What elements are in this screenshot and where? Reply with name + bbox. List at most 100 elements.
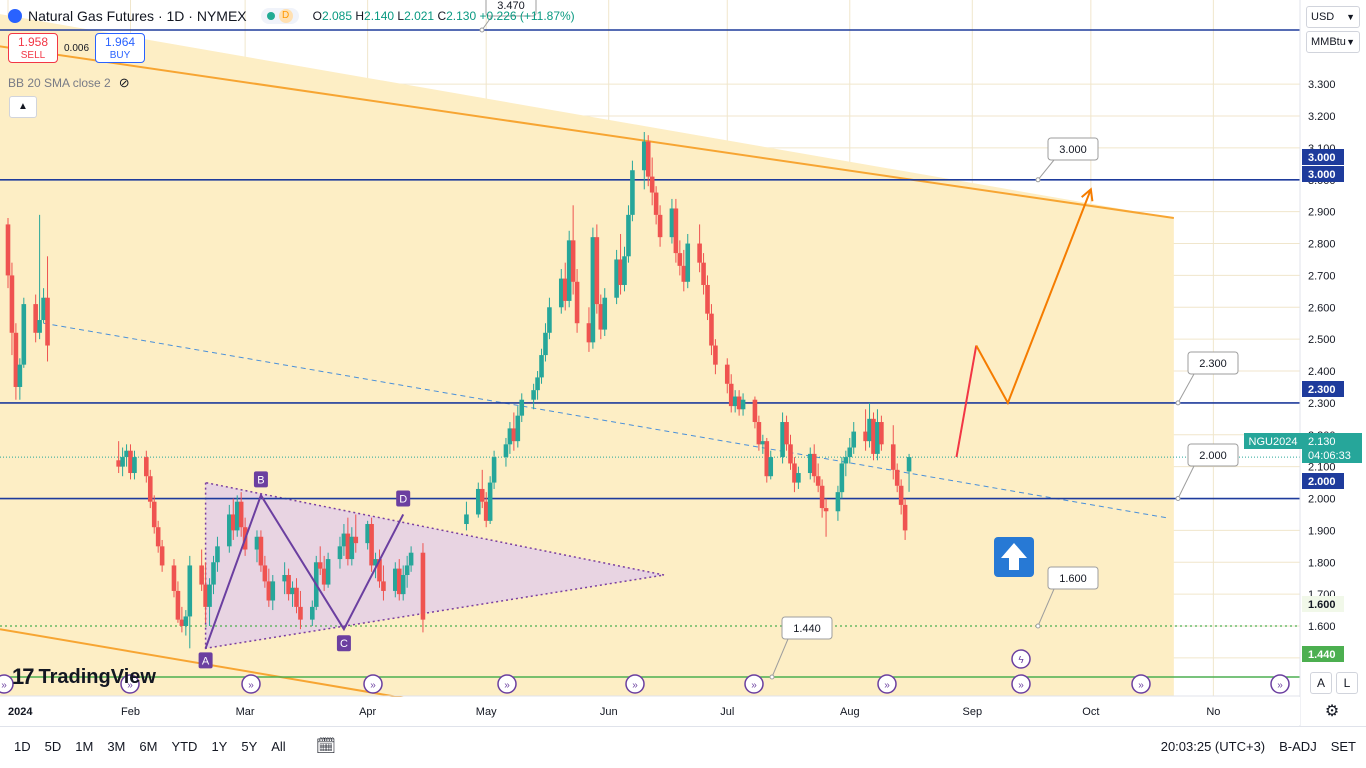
event-marker-glyph: » xyxy=(884,680,890,691)
candle-body xyxy=(144,457,149,477)
clock-text[interactable]: 20:03:25 (UTC+3) xyxy=(1160,738,1266,754)
range-all[interactable]: All xyxy=(271,738,286,754)
range-1d[interactable]: 1D xyxy=(14,738,31,754)
candle-body xyxy=(764,441,770,477)
candle-body xyxy=(590,237,596,343)
event-marker-glyph: » xyxy=(504,680,510,691)
price-tick-label: 2.100 xyxy=(1308,462,1336,474)
range-6m[interactable]: 6M xyxy=(139,738,158,754)
ohlc-values: O2.085 H2.140 L2.021 C2.130 +0.226 (+11.… xyxy=(313,9,575,23)
candle-body xyxy=(310,606,315,620)
flash-event-glyph: ϟ xyxy=(1018,655,1024,666)
high-label: H xyxy=(355,9,365,23)
callout-leader xyxy=(1177,465,1195,499)
candle-body xyxy=(487,482,493,521)
axis-tag-1.600: 1.600 xyxy=(1308,599,1336,611)
time-tick-label: Jul xyxy=(720,706,734,718)
candle-body xyxy=(475,488,481,515)
date-range-calendar-icon[interactable]: 🗓 xyxy=(315,738,337,755)
candle-body xyxy=(321,568,327,585)
candle-body xyxy=(815,476,821,486)
candle-body xyxy=(898,485,904,505)
price-tick-label: 2.000 xyxy=(1308,494,1336,506)
range-1y[interactable]: 1Y xyxy=(211,738,228,754)
candle-body xyxy=(906,457,912,472)
range-ytd[interactable]: YTD xyxy=(171,738,198,754)
tradingview-logo: 17 TradingView xyxy=(12,664,156,690)
settings-gear-icon[interactable]: ⚙ xyxy=(1324,703,1340,720)
candle-body xyxy=(724,364,730,384)
candle-body xyxy=(732,396,738,407)
data-delay-badge: D xyxy=(278,9,293,23)
market-status-badge[interactable]: D xyxy=(260,8,299,24)
pattern-label-D: D xyxy=(399,493,407,505)
range-1m[interactable]: 1M xyxy=(75,738,94,754)
currency-select[interactable]: USD ▼ xyxy=(1306,6,1360,28)
symbol-title[interactable]: Natural Gas Futures · 1D · NYMEX xyxy=(28,8,247,24)
candle-body xyxy=(41,297,46,321)
pattern-labels: A B C D xyxy=(198,471,411,669)
chevron-up-icon: ▲ xyxy=(18,101,28,112)
event-marker-icon xyxy=(241,674,261,694)
candle-body xyxy=(673,208,679,254)
candle-body xyxy=(337,546,343,560)
candle-body xyxy=(681,265,687,282)
event-marker-icon xyxy=(363,674,383,694)
candle-body xyxy=(823,508,829,512)
candle-body xyxy=(756,422,762,445)
candle-body xyxy=(203,584,208,607)
candle-body xyxy=(649,176,655,193)
range-5d[interactable]: 5D xyxy=(44,738,62,754)
indicator-legend[interactable]: BB 20 SMA close 2 ⊘ xyxy=(8,75,130,91)
candle-body xyxy=(602,297,608,330)
time-tick-label: Apr xyxy=(359,706,376,718)
candle-body xyxy=(262,565,268,582)
candle-body xyxy=(349,536,355,560)
event-marker-glyph: » xyxy=(370,680,376,691)
candle-body xyxy=(33,304,38,333)
candle-body xyxy=(598,304,604,330)
axis-tag-bg xyxy=(1302,149,1344,165)
price-tick-label: 2.400 xyxy=(1308,366,1336,378)
range-3m[interactable]: 3M xyxy=(107,738,126,754)
buy-button[interactable]: 1.964 BUY xyxy=(95,33,146,63)
callout-label-2.000: 2.000 xyxy=(1199,450,1227,462)
axis-tag-bg xyxy=(1302,596,1344,612)
candle-body xyxy=(752,399,758,423)
event-marker-icon xyxy=(625,674,645,694)
price-tick-label: 2.900 xyxy=(1308,207,1336,219)
price-tick-label: 3.300 xyxy=(1308,79,1336,91)
candle-body xyxy=(211,562,216,585)
time-tick-label: Aug xyxy=(840,706,860,718)
eye-hidden-icon[interactable]: ⊘ xyxy=(118,75,130,90)
candle-body xyxy=(839,463,845,493)
unit-select[interactable]: MMBtu ▼ xyxy=(1306,31,1360,53)
axis-tag-3.000: 3.000 xyxy=(1308,169,1336,181)
session-toggle[interactable]: SET xyxy=(1330,738,1356,754)
auto-scale-button[interactable]: A xyxy=(1310,672,1332,694)
tv-logo-icon: 17 xyxy=(12,664,35,689)
candle-body xyxy=(843,457,849,464)
candle-body xyxy=(132,457,137,474)
buy-price: 1.964 xyxy=(105,35,136,49)
candle-body xyxy=(669,208,675,238)
collapse-legend-button[interactable]: ▲ xyxy=(9,96,37,118)
candle-body xyxy=(365,524,370,544)
candle-body xyxy=(705,284,710,314)
candle-body xyxy=(515,415,521,442)
bottom-right-status: 20:03:25 (UTC+3) B-ADJ SET xyxy=(1161,739,1356,754)
candle-body xyxy=(479,488,485,502)
last-price-value: 2.130 xyxy=(1308,436,1336,448)
candle-body xyxy=(586,323,592,343)
candle-body xyxy=(187,565,193,617)
adjustment-toggle[interactable]: B-ADJ xyxy=(1279,738,1317,754)
candle-body xyxy=(298,606,303,620)
sell-button[interactable]: 1.958 SELL xyxy=(8,33,58,63)
log-scale-button[interactable]: L xyxy=(1336,672,1358,694)
range-5y[interactable]: 5Y xyxy=(241,738,258,754)
candle-body xyxy=(863,431,868,442)
event-marker-glyph: » xyxy=(1138,680,1144,691)
candle-body xyxy=(630,170,635,215)
event-marker-icon xyxy=(120,674,140,694)
